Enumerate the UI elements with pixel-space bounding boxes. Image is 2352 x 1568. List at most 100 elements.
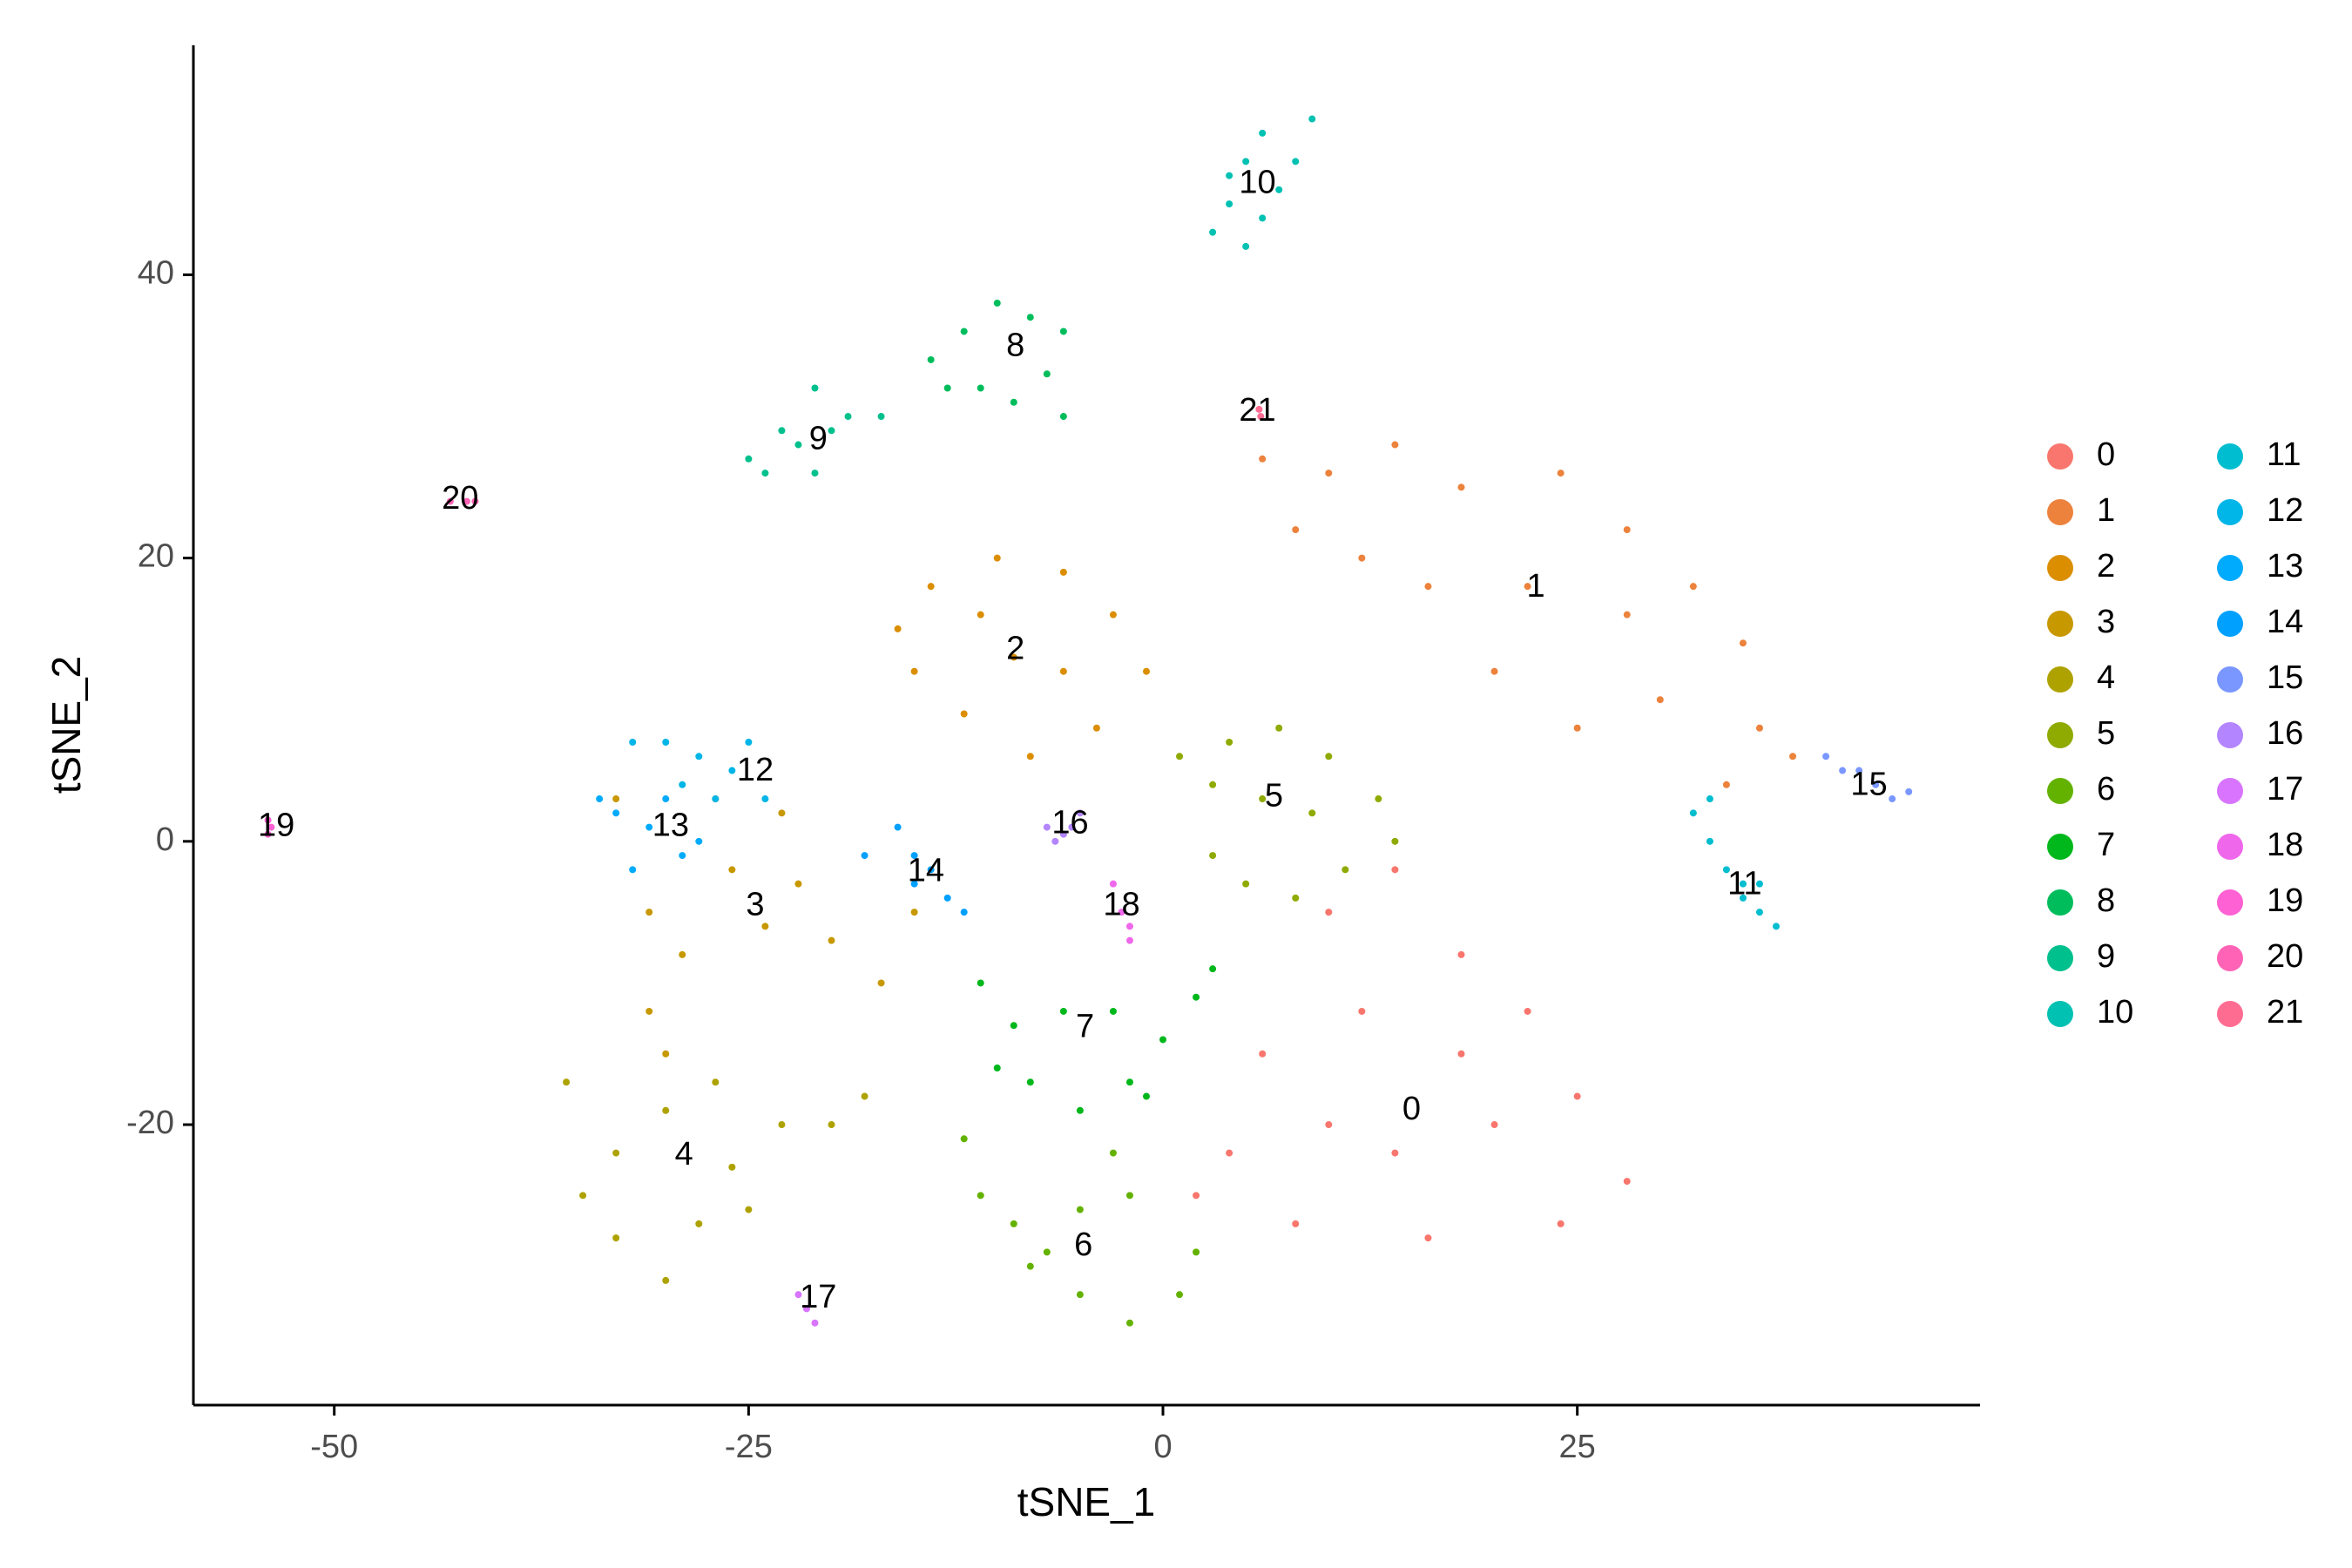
point: [1125, 1319, 1133, 1327]
cluster-label: 15: [1850, 766, 1887, 802]
point: [1623, 526, 1631, 534]
cluster-label: 17: [800, 1279, 836, 1315]
point: [1209, 228, 1217, 236]
point: [1255, 405, 1263, 413]
cluster-label: 5: [1265, 777, 1283, 814]
point: [1259, 1050, 1267, 1058]
x-tick-label: 0: [1153, 1429, 1172, 1465]
point: [1026, 1078, 1034, 1086]
legend-marker: [2047, 778, 2073, 804]
point: [761, 470, 769, 477]
point: [1391, 837, 1399, 845]
point: [1226, 739, 1233, 747]
legend-label: 18: [2267, 827, 2303, 863]
legend-label: 11: [2267, 436, 2301, 473]
point: [471, 497, 479, 505]
point: [1755, 880, 1763, 888]
point: [1292, 894, 1300, 902]
point: [267, 823, 275, 831]
point: [1226, 200, 1233, 208]
legend-marker: [2217, 443, 2243, 470]
point: [1209, 965, 1217, 973]
point: [1026, 1262, 1034, 1270]
legend-marker: [2217, 722, 2243, 748]
point: [1059, 1007, 1067, 1015]
point: [1275, 186, 1283, 193]
point: [811, 470, 819, 477]
point: [1889, 795, 1896, 803]
point: [1125, 936, 1133, 944]
point: [993, 1064, 1001, 1072]
point: [1010, 398, 1017, 406]
point: [1275, 724, 1283, 732]
point: [1059, 568, 1067, 576]
point: [1259, 214, 1267, 222]
point: [778, 427, 786, 435]
point: [1010, 1022, 1017, 1030]
cluster-label: 12: [737, 752, 774, 788]
point: [645, 1007, 653, 1015]
point: [712, 1078, 720, 1086]
point: [695, 837, 703, 845]
point: [844, 413, 852, 421]
cluster-label: 6: [1074, 1227, 1092, 1263]
point: [1755, 724, 1763, 732]
legend-marker: [2047, 611, 2073, 637]
point: [1026, 314, 1034, 321]
legend-label: 13: [2267, 548, 2303, 585]
point: [1076, 1106, 1084, 1114]
point: [927, 583, 935, 591]
point: [1125, 923, 1133, 930]
point: [1059, 667, 1067, 675]
point: [778, 809, 786, 817]
point: [662, 1276, 670, 1284]
legend-marker: [2217, 666, 2243, 693]
point: [894, 625, 902, 632]
point: [745, 739, 753, 747]
point: [877, 413, 885, 421]
legend-label: 17: [2267, 771, 2303, 808]
point: [1076, 1291, 1084, 1299]
point: [1051, 837, 1059, 845]
point: [679, 781, 686, 788]
point: [1242, 158, 1250, 166]
legend-marker: [2217, 778, 2243, 804]
cluster-label: 8: [1006, 327, 1024, 363]
legend-marker: [2217, 889, 2243, 916]
point: [695, 1220, 703, 1227]
point: [1092, 724, 1100, 732]
point: [1872, 781, 1880, 788]
cluster-label: 11: [1727, 865, 1761, 902]
point: [1043, 370, 1051, 378]
point: [679, 852, 686, 860]
point: [728, 866, 736, 874]
point: [1573, 1092, 1581, 1100]
point: [1822, 753, 1830, 760]
point: [861, 852, 868, 860]
point: [1391, 866, 1399, 874]
point: [695, 753, 703, 760]
point: [1623, 611, 1631, 618]
point: [894, 823, 902, 831]
point: [1342, 866, 1349, 874]
point: [1325, 1121, 1333, 1129]
point: [1457, 1050, 1465, 1058]
point: [1623, 1178, 1631, 1186]
point: [1325, 909, 1333, 916]
point: [1772, 923, 1780, 930]
legend-marker: [2047, 499, 2073, 525]
point: [1292, 526, 1300, 534]
point: [1226, 1149, 1233, 1157]
point: [1524, 1007, 1531, 1015]
point: [1325, 470, 1333, 477]
point: [1457, 950, 1465, 958]
point: [645, 909, 653, 916]
point: [1490, 1121, 1498, 1129]
point: [612, 1234, 620, 1242]
point: [910, 909, 918, 916]
point: [828, 1121, 835, 1129]
point: [1226, 172, 1233, 179]
legend-marker: [2217, 499, 2243, 525]
y-axis-title: tSNE_2: [44, 656, 89, 794]
